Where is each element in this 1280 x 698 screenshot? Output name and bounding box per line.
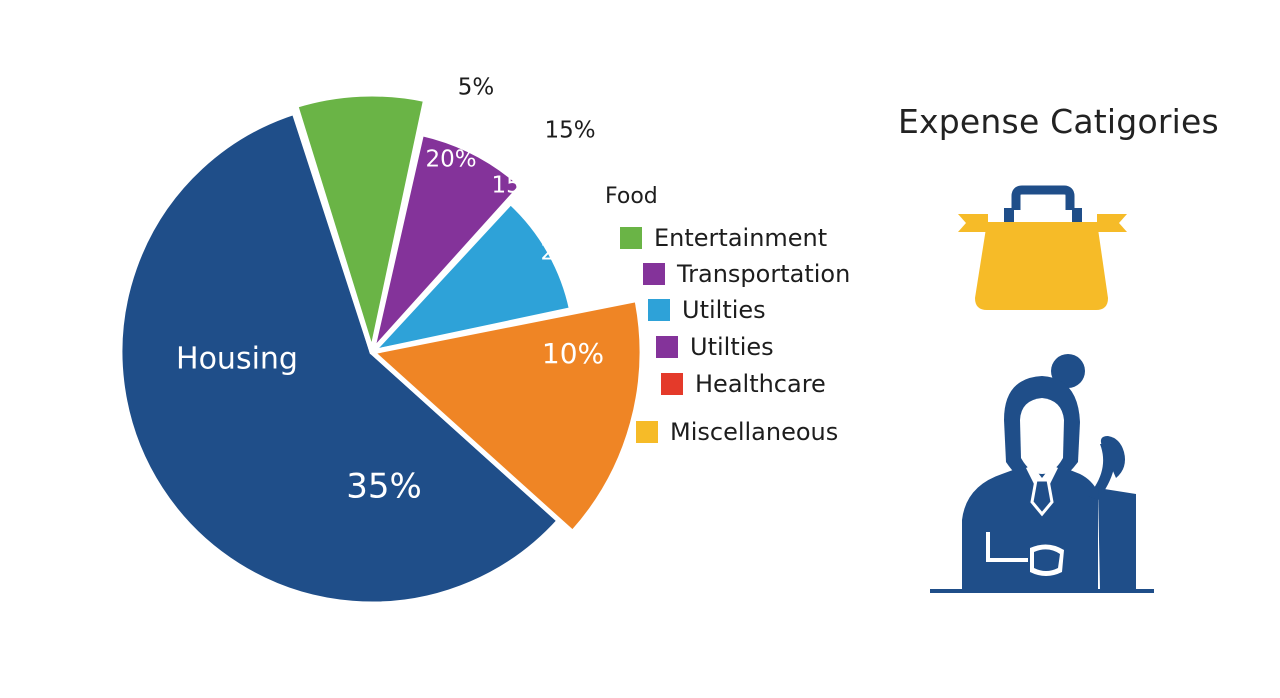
legend-label: Utilties: [682, 296, 766, 324]
slice-label-utilties: 20%: [540, 240, 591, 266]
legend-label: Miscellaneous: [670, 418, 839, 446]
slice-label-housing: 35%: [346, 467, 422, 507]
pie-slice-housing: [117, 109, 562, 607]
legend-item: Utilties: [648, 296, 766, 324]
legend-swatch: [648, 299, 670, 321]
legend-item: Transportation: [643, 260, 850, 288]
legend-item: Healthcare: [661, 370, 826, 398]
legend-swatch: [643, 263, 665, 285]
slice-name-housing: Housing: [176, 342, 298, 377]
legend-swatch: [656, 336, 678, 358]
outer-label-transportation: 15%: [544, 118, 595, 144]
pie-slice-miscellaneous: [369, 297, 645, 536]
legend-item: Entertainment: [620, 224, 827, 252]
pie-slice-transportation: [369, 131, 525, 355]
legend-label: Transportation: [677, 260, 851, 288]
chart-title: Expense Catigories: [898, 102, 1219, 141]
legend-label: Healthcare: [695, 370, 826, 398]
legend-item: Miscellaneous: [636, 418, 838, 446]
briefcase-icon: [958, 185, 1127, 310]
legend-swatch: [620, 227, 642, 249]
legend-item: Utilties: [656, 333, 774, 361]
pie-slice-entertainment: [293, 91, 429, 355]
slice-label-entertainment: 20%: [425, 147, 476, 173]
legend-label: Entertainment: [654, 224, 828, 252]
pie-slice-utilties: [369, 199, 575, 355]
food-annotation: Food: [605, 184, 658, 209]
slice-label-transportation: 15%: [491, 173, 542, 199]
businesswoman-icon: [930, 354, 1154, 593]
outer-label-entertainment: 5%: [458, 75, 495, 101]
legend-swatch: [661, 373, 683, 395]
legend-label: Utilties: [690, 333, 774, 361]
legend-swatch: [636, 421, 658, 443]
slice-label-miscellaneous: 10%: [542, 337, 604, 370]
